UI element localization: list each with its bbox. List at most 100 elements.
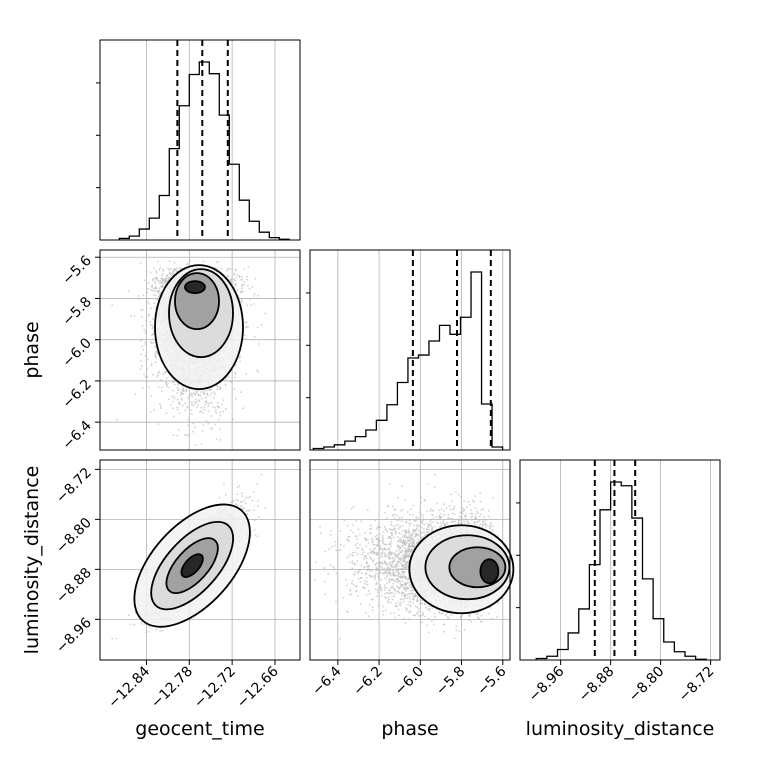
scatter-point — [239, 361, 241, 363]
scatter-point — [215, 412, 217, 414]
scatter-point — [155, 295, 157, 297]
scatter-point — [189, 260, 191, 262]
scatter-point — [235, 283, 237, 285]
scatter-point — [201, 443, 203, 445]
scatter-point — [186, 434, 188, 436]
scatter-point — [177, 399, 179, 401]
scatter-point — [230, 381, 232, 383]
scatter-point — [243, 281, 245, 283]
scatter-point — [161, 275, 163, 277]
scatter-point — [219, 415, 221, 417]
scatter-point — [146, 351, 148, 353]
scatter-point — [179, 413, 181, 415]
scatter-point — [173, 434, 175, 436]
scatter-point — [169, 269, 171, 271]
scatter-point — [152, 324, 154, 326]
scatter-point — [245, 322, 247, 324]
scatter-point — [174, 397, 176, 399]
scatter-point — [154, 346, 156, 348]
scatter-point — [218, 261, 220, 263]
scatter-point — [208, 410, 210, 412]
scatter-point — [170, 275, 172, 277]
scatter-point — [176, 267, 178, 269]
scatter-point — [205, 397, 207, 399]
scatter-point — [162, 373, 164, 375]
scatter-point — [245, 373, 247, 375]
scatter-point — [176, 407, 178, 409]
scatter-point — [168, 261, 170, 263]
scatter-point — [153, 294, 155, 296]
scatter-point — [255, 278, 257, 280]
scatter-point — [166, 377, 168, 379]
scatter-point — [219, 429, 221, 431]
scatter-point — [229, 268, 231, 270]
scatter-point — [179, 403, 181, 405]
scatter-point — [254, 293, 256, 295]
scatter-point — [215, 424, 217, 426]
scatter-point — [145, 320, 147, 322]
scatter-point — [214, 393, 216, 395]
contour-level-4 — [185, 281, 205, 293]
scatter-point — [142, 349, 144, 351]
scatter-point — [195, 399, 197, 401]
scatter-point — [155, 282, 157, 284]
scatter-point — [203, 391, 205, 393]
scatter-point — [210, 389, 212, 391]
scatter-point — [153, 268, 155, 270]
scatter-point — [211, 392, 213, 394]
scatter-point — [233, 273, 235, 275]
scatter-point — [183, 388, 185, 390]
scatter-point — [261, 324, 263, 326]
scatter-point — [241, 285, 243, 287]
scatter-point — [217, 402, 219, 404]
scatter-point — [157, 261, 159, 263]
scatter-point — [265, 313, 267, 315]
scatter-point — [151, 334, 153, 336]
scatter-point — [258, 343, 260, 345]
scatter-point — [167, 387, 169, 389]
scatter-point — [145, 376, 147, 378]
scatter-point — [149, 303, 151, 305]
scatter-point — [201, 398, 203, 400]
scatter-point — [166, 274, 168, 276]
scatter-point — [234, 388, 236, 390]
scatter-point — [223, 411, 225, 413]
scatter-point — [249, 298, 251, 300]
scatter-point — [206, 401, 208, 403]
scatter-point — [160, 407, 162, 409]
scatter-point — [243, 268, 245, 270]
scatter-point — [193, 392, 195, 394]
scatter-point — [158, 372, 160, 374]
scatter-point — [152, 328, 154, 330]
scatter-point — [130, 315, 132, 317]
scatter-point — [176, 386, 178, 388]
scatter-point — [203, 393, 205, 395]
scatter-point — [202, 412, 204, 414]
scatter-point — [178, 401, 180, 403]
scatter-point — [203, 260, 205, 262]
scatter-point — [141, 316, 143, 318]
scatter-point — [241, 299, 243, 301]
scatter-point — [249, 288, 251, 290]
scatter-point — [234, 269, 236, 271]
scatter-point — [246, 304, 248, 306]
scatter-point — [196, 407, 198, 409]
scatter-point — [227, 276, 229, 278]
scatter-point — [170, 404, 172, 406]
scatter-point — [197, 401, 199, 403]
scatter-point — [146, 368, 148, 370]
scatter-point — [241, 287, 243, 289]
scatter-point — [145, 330, 147, 332]
scatter-point — [146, 270, 148, 272]
scatter-point — [193, 405, 195, 407]
scatter-point — [247, 326, 249, 328]
scatter-point — [144, 342, 146, 344]
scatter-point — [159, 269, 161, 271]
scatter-point — [171, 396, 173, 398]
scatter-point — [156, 299, 158, 301]
scatter-point — [164, 278, 166, 280]
scatter-point — [220, 439, 222, 441]
scatter-point — [235, 277, 237, 279]
scatter-point — [147, 288, 149, 290]
scatter-point — [226, 380, 228, 382]
